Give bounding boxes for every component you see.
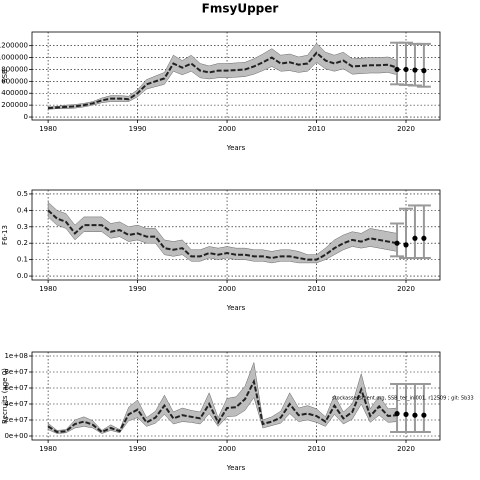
x-tick-label: 2010	[308, 285, 326, 293]
figure-title: FmsyUpper	[202, 2, 279, 16]
plot-frame	[31, 31, 441, 121]
x-tick-label: 2020	[397, 445, 415, 453]
x-tick-label: 1980	[39, 125, 57, 133]
y-tick-label: 6e+07	[4, 384, 28, 392]
x-tick-label: 2020	[397, 125, 415, 133]
y-tick-label: 0.1	[17, 256, 28, 264]
y-tick-label: 0.0	[17, 272, 28, 280]
projection-point	[412, 67, 418, 73]
projection-point	[421, 235, 427, 241]
projection-point	[421, 412, 427, 418]
projection-point	[421, 68, 427, 74]
y-tick-label: 1200000	[0, 42, 28, 50]
projection-point	[394, 240, 400, 246]
y-tick-label: 1000000	[0, 54, 28, 62]
y-axis-label: Recruits (age 0)	[1, 368, 9, 424]
y-tick-label: 8e+07	[4, 368, 28, 376]
y-tick-label: 0e+00	[4, 432, 28, 440]
projection-point	[394, 66, 400, 73]
x-tick-label: 1990	[129, 125, 147, 133]
x-tick-label: 1990	[129, 285, 147, 293]
annotation: stockassessment.org, SSB_ter_ini001, r12…	[332, 396, 474, 402]
x-axis-label: Years	[226, 304, 246, 312]
projection-point	[412, 412, 418, 418]
y-tick-label: 0.4	[17, 206, 29, 214]
estimate-line	[47, 209, 398, 261]
projection-point	[412, 235, 418, 241]
x-tick-label: 1980	[39, 445, 57, 453]
y-tick-label: 0.3	[17, 223, 28, 231]
y-tick-label: 2e+07	[4, 416, 28, 424]
projection-point	[403, 66, 409, 73]
estimate-line	[48, 51, 398, 110]
y-tick-label: 4e+07	[4, 400, 28, 408]
x-tick-label: 2020	[397, 285, 415, 293]
plot-frame	[31, 351, 441, 441]
x-axis-label: Years	[226, 144, 246, 152]
projection-point	[403, 411, 409, 417]
x-axis-label: Years	[226, 464, 246, 472]
x-tick-label: 1990	[129, 445, 147, 453]
x-tick-label: 2000	[218, 285, 236, 293]
y-tick-label: 600000	[1, 77, 28, 85]
y-tick-label: 800000	[1, 65, 28, 73]
x-tick-label: 2010	[308, 445, 326, 453]
y-axis-label: SSB	[1, 69, 9, 83]
x-tick-label: 2000	[218, 445, 236, 453]
estimate-line	[47, 378, 398, 434]
y-tick-label: 1e+08	[4, 352, 28, 360]
x-tick-label: 1980	[39, 285, 57, 293]
projection-point	[403, 242, 409, 248]
x-tick-label: 2010	[308, 125, 326, 133]
y-tick-label: 0.2	[17, 239, 28, 247]
projection-point	[394, 411, 400, 417]
y-tick-label: 400000	[1, 89, 28, 97]
x-tick-label: 2000	[218, 125, 236, 133]
y-axis-label: F6-13	[1, 225, 9, 245]
y-tick-label: 0.5	[17, 190, 28, 198]
plot-frame	[31, 189, 441, 281]
y-tick-label: 0	[24, 113, 28, 121]
y-tick-label: 200000	[1, 101, 28, 109]
